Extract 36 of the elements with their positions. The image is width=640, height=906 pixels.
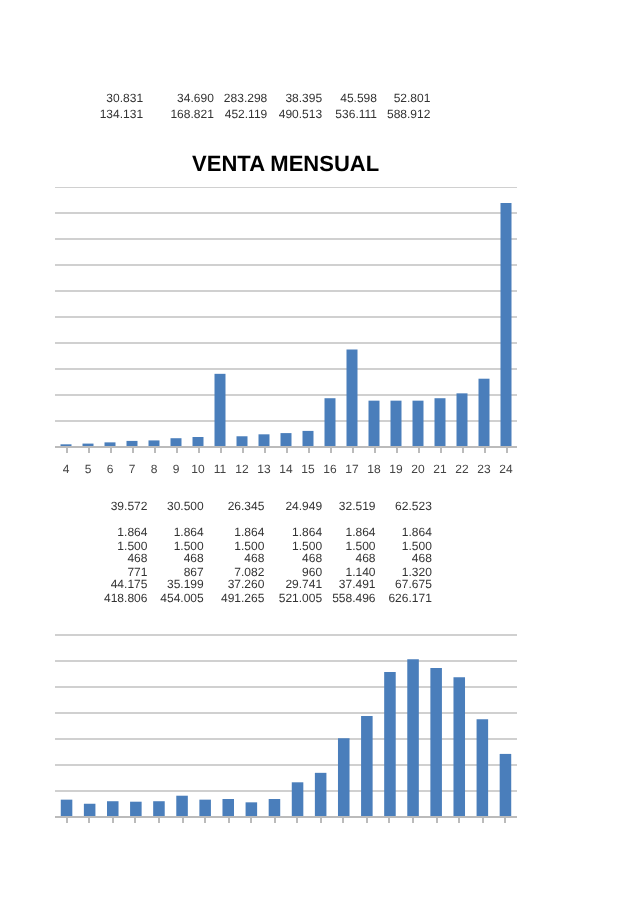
bar bbox=[478, 378, 490, 447]
bar bbox=[199, 799, 211, 817]
bar bbox=[499, 753, 512, 817]
bar bbox=[430, 667, 442, 817]
bar bbox=[346, 349, 358, 447]
bar bbox=[314, 772, 327, 817]
bar bbox=[291, 782, 304, 817]
bar bbox=[222, 799, 235, 817]
bar bbox=[236, 436, 248, 447]
bar bbox=[453, 677, 466, 817]
bar bbox=[302, 430, 314, 447]
chart-title: VENTA MENSUAL bbox=[192, 153, 380, 177]
bar bbox=[153, 801, 165, 817]
bar bbox=[434, 398, 446, 447]
bar bbox=[170, 438, 182, 447]
bar bbox=[214, 373, 226, 447]
bar bbox=[456, 393, 468, 447]
bar bbox=[324, 398, 336, 447]
bar bbox=[476, 719, 489, 817]
bar bbox=[500, 203, 512, 447]
bar bbox=[280, 433, 292, 447]
bar bbox=[407, 659, 419, 817]
bar bbox=[176, 795, 188, 817]
bar bbox=[368, 400, 380, 447]
bar bbox=[148, 440, 160, 447]
bar bbox=[192, 437, 204, 447]
bar bbox=[268, 799, 281, 817]
bar bbox=[106, 801, 119, 817]
bar bbox=[361, 716, 373, 817]
bar bbox=[258, 434, 270, 447]
bar bbox=[412, 400, 424, 447]
bar bbox=[390, 400, 402, 447]
bar bbox=[245, 802, 258, 817]
bar bbox=[130, 801, 142, 817]
bar bbox=[337, 738, 350, 817]
bar bbox=[384, 671, 396, 817]
